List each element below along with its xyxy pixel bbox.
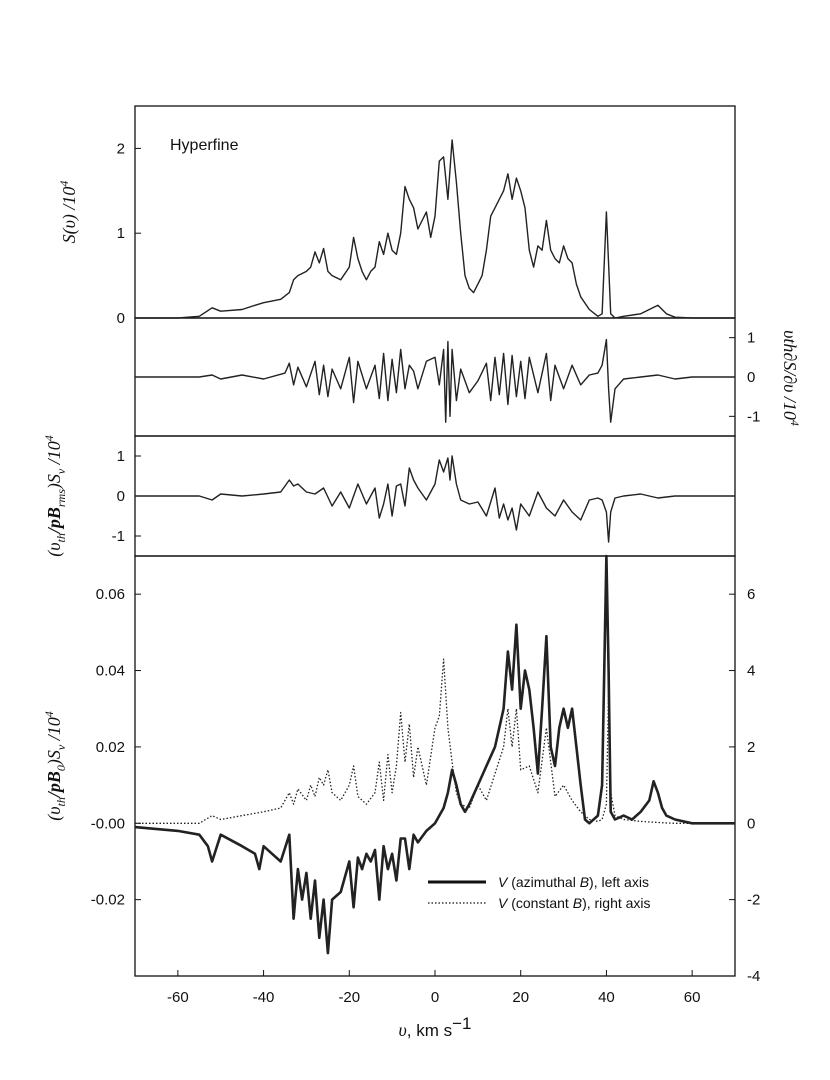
panel-d-xtick-label: 0: [431, 989, 439, 1006]
panel-d-ytick-label: 0.02: [96, 739, 125, 756]
legend: V (azimuthal B), left axis V (constant B…: [428, 874, 651, 911]
panel-a-ytick-label: 1: [117, 225, 125, 242]
panel-d-y2tick-label: 6: [747, 586, 755, 603]
panel-d-ytick-label: -0.00: [91, 815, 125, 832]
panel-d-y2tick-label: -2: [747, 892, 760, 909]
panel-b-ytick-label: 1: [747, 330, 755, 347]
panel-d-series-solid: [134, 554, 735, 955]
panel-a-ytick-label: 0: [117, 310, 125, 327]
panel-c-ylabel: (υth/pBrms)Sv /104: [42, 435, 68, 556]
panel-a-ytick-label: 2: [117, 140, 125, 157]
panel-d-xtick-label: -20: [338, 989, 360, 1006]
panel-b-ytick-label: 0: [747, 369, 755, 386]
legend-dotted-label: V (constant B), right axis: [498, 895, 651, 911]
panel-d-y2tick-label: 4: [747, 663, 755, 680]
panel-d-ytick-label: -0.02: [91, 892, 125, 909]
panel-a-annotation: Hyperfine: [170, 137, 239, 154]
panel-d-xtick-label: -60: [167, 989, 189, 1006]
panel-b-series: [135, 338, 735, 423]
panel-d-xtick-label: -40: [253, 989, 275, 1006]
panel-c-series: [135, 455, 735, 543]
panel-d-series: [134, 554, 735, 955]
panel-d-series-dotted: [135, 658, 735, 824]
panel-d-y2tick-label: 2: [747, 739, 755, 756]
panel-c-series-solid: [135, 455, 735, 543]
panel-b-ytick-label: -1: [747, 408, 760, 425]
panel-d-y2tick-label: 0: [747, 815, 755, 832]
panel-c-ytick-label: -1: [112, 528, 125, 545]
x-axis-title: υ, km s−1: [399, 1014, 472, 1040]
panel-c-ytick-label: 0: [117, 488, 125, 505]
panel-b-ylabel: υth∂S/∂υ /104: [780, 330, 802, 426]
panel-d-ytick-label: 0.06: [96, 586, 125, 603]
panel-c-ytick-label: 1: [117, 448, 125, 465]
panel-d-ytick-label: 0.04: [96, 663, 125, 680]
panel-d-xtick-label: 40: [598, 989, 615, 1006]
panel-b-series-solid: [135, 338, 735, 423]
panel-a-series: [135, 139, 735, 319]
panel-a-series-solid: [135, 139, 735, 319]
legend-solid-label: V (azimuthal B), left axis: [498, 874, 649, 890]
panel-b-ticks: -1 0 1: [729, 330, 760, 425]
panel-a-ylabel: S(υ) /104: [57, 181, 80, 244]
panel-d-y2tick-label: -4: [747, 968, 760, 985]
panel-d-ylabel: (υth/pB0)Sv /104: [42, 711, 68, 820]
panel-d-xtick-label: 60: [684, 989, 701, 1006]
panel-d-xtick-label: 20: [512, 989, 529, 1006]
